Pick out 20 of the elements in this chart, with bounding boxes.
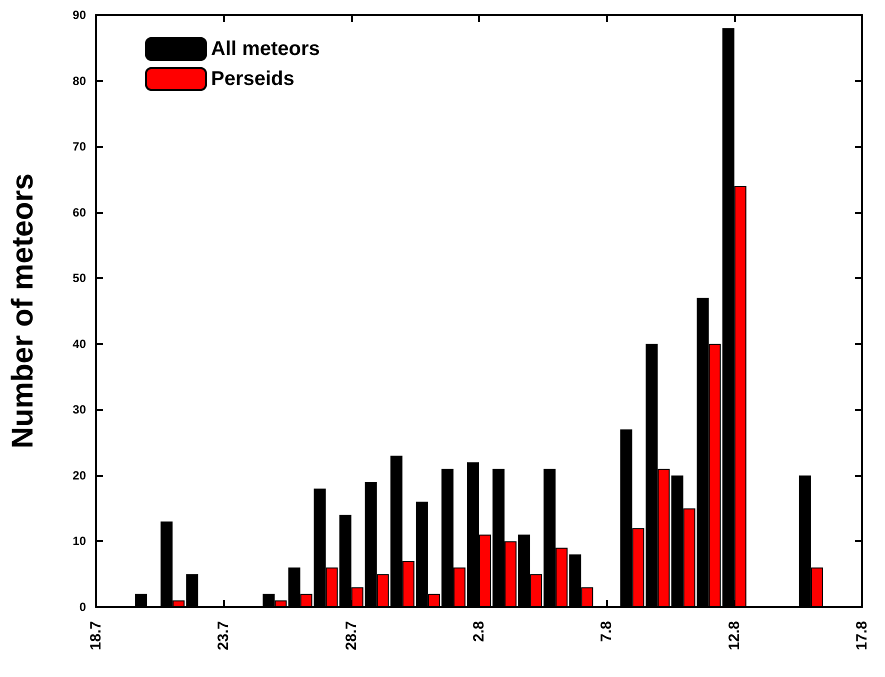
y-tick-label: 60: [72, 205, 86, 220]
y-tick-label: 20: [72, 468, 86, 482]
y-tick-label: 90: [72, 8, 86, 22]
x-tick-label: 28.7: [342, 621, 360, 650]
y-tick-label: 0: [79, 600, 86, 614]
x-tick-label: 17.8: [854, 621, 870, 650]
x-tick-label: 18.7: [88, 621, 104, 650]
legend-label: All meteors: [211, 38, 320, 60]
y-axis-title: Number of meteors: [6, 173, 40, 449]
y-tick-label: 70: [72, 140, 86, 154]
x-tick-label: 12.8: [726, 621, 743, 650]
y-tick-label: 10: [72, 534, 86, 548]
y-tick-label: 80: [72, 74, 86, 88]
x-tick-label: 2.8: [470, 621, 488, 642]
legend-label: Perseids: [211, 68, 294, 90]
y-tick-label: 30: [72, 402, 86, 417]
y-tick-label: 40: [72, 336, 86, 351]
x-tick-label: 23.7: [215, 621, 232, 650]
y-tick-label: 50: [72, 271, 86, 286]
x-tick-label: 7.8: [598, 621, 616, 642]
